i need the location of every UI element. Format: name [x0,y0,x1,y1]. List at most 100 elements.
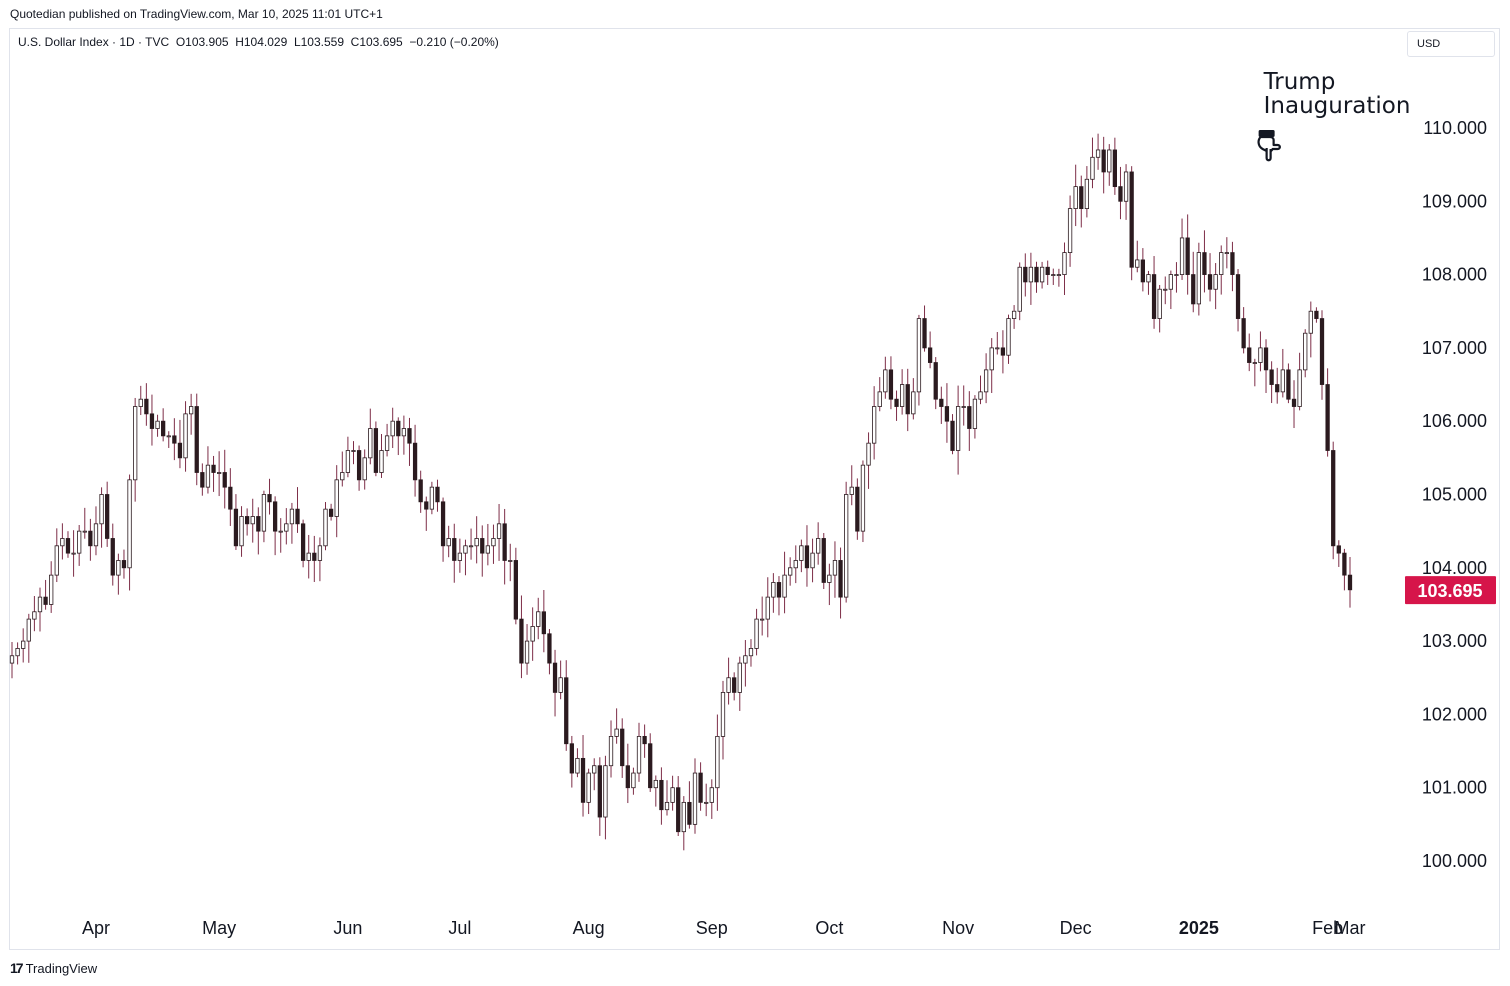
candle-body [1213,274,1218,290]
candle-body [491,538,496,547]
candle-body [77,530,82,554]
candle-body [827,574,832,583]
candle-body [547,633,552,664]
candle-body [1151,274,1157,319]
candle-body [1269,369,1274,385]
candle-body [642,735,647,745]
candle-body [597,765,602,818]
candle-body [860,464,866,532]
candle-body [804,545,810,569]
candle-body [239,516,244,547]
candle-body [1179,237,1185,275]
candle-body [788,567,793,576]
candle-body [894,398,899,407]
candle-body [65,538,71,554]
candle-body [922,318,927,349]
legend-symbol[interactable]: U.S. Dollar Index · 1D · TVC [18,35,170,49]
candle-body [726,677,731,693]
candle-body [816,538,821,554]
candle-body [1207,274,1213,290]
candle-body [172,435,177,444]
legend-high: H104.029 [235,35,288,49]
candle-body [435,486,440,503]
y-tick-label: 109.000 [1422,191,1487,211]
tradingview-mark-icon: 17 [10,960,24,976]
candle-body [603,765,608,818]
x-tick-label: Mar [1335,918,1366,938]
x-tick-label: Dec [1060,918,1092,938]
candle-body [1017,266,1022,312]
candle-body [189,406,194,415]
candle-body [32,611,37,620]
candle-body [362,457,367,481]
candle-body [1258,347,1263,363]
candle-body [1168,274,1173,290]
candle-body [698,772,703,803]
candle-body [575,757,580,774]
candle-body [502,523,507,561]
y-tick-label: 104.000 [1422,558,1487,578]
candle-body [1011,310,1017,319]
candle-body [328,508,334,517]
candle-body [295,508,300,525]
candle-body [463,545,468,554]
candle-body [536,611,541,627]
currency-selector[interactable]: USD [1407,31,1495,57]
candle-body [586,772,591,803]
candle-body [194,406,199,473]
candle-body [300,523,306,561]
x-tick-label: Jun [333,918,362,938]
candle-body [166,435,171,438]
candle-body [233,508,239,547]
candle-body [1112,149,1118,188]
candle-body [407,428,412,444]
candle-body [1135,259,1140,268]
candle-body [1230,252,1235,275]
candle-body [284,523,289,532]
candle-body [200,472,205,488]
candle-body [905,384,910,415]
candle-body [1202,252,1207,275]
candle-body [709,787,714,803]
candle-body [950,420,955,451]
candle-body [440,501,446,547]
x-tick-label: Nov [942,918,974,938]
candle-body [1129,171,1134,268]
candle-body [1056,274,1062,276]
tradingview-logo[interactable]: 17 TradingView [10,960,97,976]
candle-body [1073,186,1078,210]
candle-body [648,743,653,789]
candle-body [424,501,429,510]
candle-body [754,618,759,649]
candle-body [1028,266,1034,283]
candle-body [1034,266,1039,283]
candle-body [1342,552,1347,576]
x-tick-label: 2025 [1179,918,1219,938]
x-tick-label: Apr [82,918,110,938]
legend-change: −0.210 (−0.20%) [409,35,499,49]
candle-body [256,516,261,532]
candle-body [838,560,843,598]
candle-body [1191,274,1196,305]
candle-body [138,398,143,407]
candle-body [144,398,149,415]
y-tick-label: 103.000 [1422,631,1487,651]
candle-body [9,655,15,664]
chart-frame [9,28,1500,950]
candle-body [250,516,255,525]
candle-body [82,530,87,533]
candle-body [26,618,31,642]
candle-body [412,442,418,481]
candle-body [373,428,379,473]
last-price-label: 103.695 [1417,581,1482,601]
candle-body [732,677,737,693]
candle-body [720,692,726,737]
candle-body [60,538,65,547]
candle-body [1163,288,1168,291]
y-tick-label: 100.000 [1422,851,1487,871]
candle-body [1090,156,1095,180]
candle-body [21,640,26,649]
candle-body [569,743,574,774]
candle-body [978,391,983,400]
